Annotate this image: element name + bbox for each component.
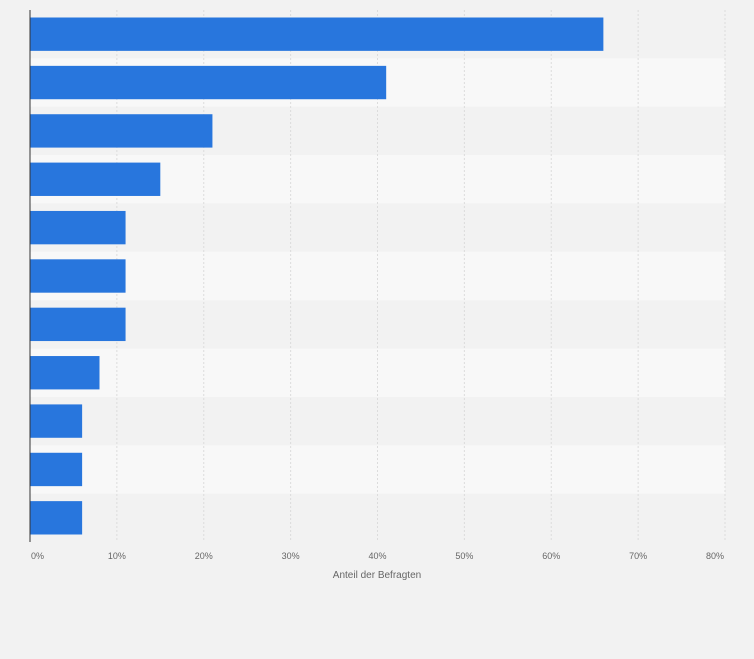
bar-11 xyxy=(30,501,83,535)
bar-2 xyxy=(30,65,387,100)
bar-10 xyxy=(30,452,83,487)
bar-7 xyxy=(30,307,126,342)
x-tick-label: 0% xyxy=(31,551,44,561)
x-tick-label: 60% xyxy=(542,551,560,561)
bar-8 xyxy=(30,356,100,390)
x-tick-label: 50% xyxy=(455,551,473,561)
x-tick-label: 80% xyxy=(706,551,724,561)
bar-4 xyxy=(30,162,161,196)
bar-3 xyxy=(30,114,213,148)
x-tick-label: 70% xyxy=(629,551,647,561)
bar-6 xyxy=(30,259,126,293)
bar-9 xyxy=(30,404,83,438)
bars xyxy=(30,17,604,535)
x-axis-title: Anteil der Befragten xyxy=(333,570,421,581)
x-tick-labels: 0% 10% 20% 30% 40% 50% 60% 70% 80% xyxy=(31,551,724,561)
x-tick-label: 20% xyxy=(195,551,213,561)
row-stripe xyxy=(30,445,725,494)
x-tick-label: 40% xyxy=(368,551,386,561)
x-tick-label: 10% xyxy=(108,551,126,561)
bar-1 xyxy=(30,17,604,51)
row-stripe xyxy=(30,348,725,397)
bar-5 xyxy=(30,210,126,245)
x-tick-label: 30% xyxy=(282,551,300,561)
